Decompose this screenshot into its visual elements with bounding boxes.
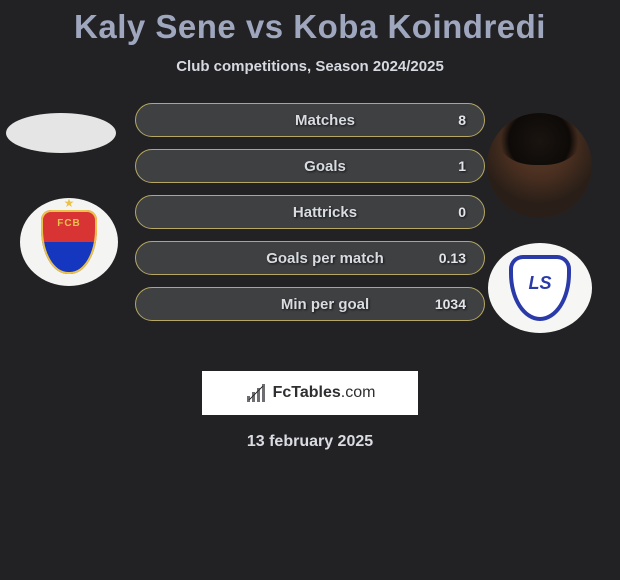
stat-value: 8 [458, 112, 466, 128]
player-right-avatar [487, 113, 592, 218]
stat-label: Goals per match [136, 250, 484, 267]
stat-row-matches: Matches 8 [135, 103, 485, 137]
star-icon: ★ [64, 196, 75, 210]
club-left-badge: ★ [20, 198, 118, 286]
stat-row-goals-per-match: Goals per match 0.13 [135, 241, 485, 275]
stat-row-goals: Goals 1 [135, 149, 485, 183]
subtitle: Club competitions, Season 2024/2025 [0, 58, 620, 75]
brand-text-bold: FcTables [273, 384, 341, 401]
player-left-avatar [6, 113, 116, 153]
date-text: 13 february 2025 [0, 433, 620, 451]
brand-box[interactable]: FcTables.com [202, 371, 418, 415]
stat-value: 1034 [435, 296, 466, 312]
fcb-shield-icon: ★ [41, 210, 97, 274]
comparison-content: ★ Matches 8 Goals 1 Hattricks 0 Goals pe… [0, 103, 620, 363]
stat-label: Hattricks [136, 204, 484, 221]
stat-label: Matches [136, 112, 484, 129]
stat-value: 0.13 [439, 250, 466, 266]
brand-text: FcTables.com [273, 384, 376, 402]
bar-chart-icon [245, 384, 267, 402]
stat-value: 0 [458, 204, 466, 220]
stat-value: 1 [458, 158, 466, 174]
stat-rows: Matches 8 Goals 1 Hattricks 0 Goals per … [135, 103, 485, 333]
stat-label: Goals [136, 158, 484, 175]
ls-shield-icon [509, 255, 571, 321]
club-right-badge [488, 243, 592, 333]
brand-text-light: .com [341, 384, 376, 401]
page-title: Kaly Sene vs Koba Koindredi [0, 0, 620, 46]
stat-row-min-per-goal: Min per goal 1034 [135, 287, 485, 321]
stat-label: Min per goal [136, 296, 484, 313]
stat-row-hattricks: Hattricks 0 [135, 195, 485, 229]
